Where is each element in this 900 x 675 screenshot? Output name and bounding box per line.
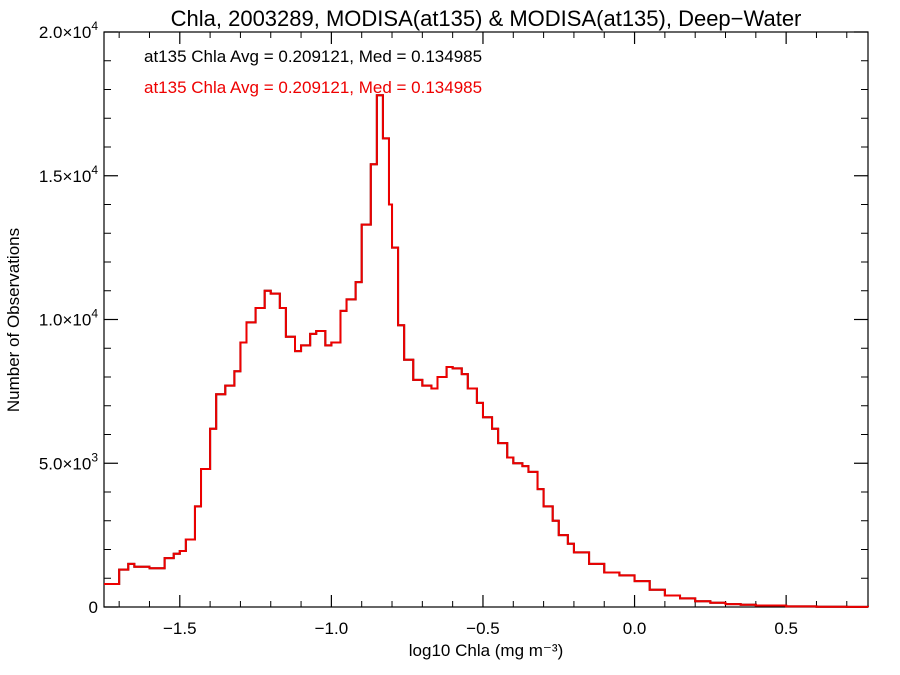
x-tick-label: 0.0 [623, 619, 647, 638]
y-tick-label: 1.5×104 [39, 163, 98, 186]
annotation-black: at135 Chla Avg = 0.209121, Med = 0.13498… [144, 47, 482, 66]
y-tick-label: 0 [89, 598, 98, 617]
x-tick-label: −1.5 [163, 619, 197, 638]
x-tick-label: 0.5 [774, 619, 798, 638]
x-axis-label: log10 Chla (mg m⁻³) [409, 641, 563, 660]
chart-title: Chla, 2003289, MODISA(at135) & MODISA(at… [171, 6, 802, 31]
x-tick-label: −1.0 [315, 619, 349, 638]
y-tick-label: 1.0×104 [39, 307, 98, 330]
axis-ticks: −1.5 −1.0 −0.5 0.0 0.5 0 5.0×103 1.0×104 1.5×104… [39, 19, 868, 638]
y-tick-label: 5.0×103 [39, 450, 98, 473]
y-tick-label: 2.0×104 [39, 19, 98, 42]
y-axis-label: Number of Observations [4, 228, 23, 412]
annotation-red: at135 Chla Avg = 0.209121, Med = 0.13498… [144, 78, 482, 97]
series-line-1 [104, 94, 869, 608]
series-layer [104, 94, 869, 608]
x-tick-label: −0.5 [466, 619, 500, 638]
